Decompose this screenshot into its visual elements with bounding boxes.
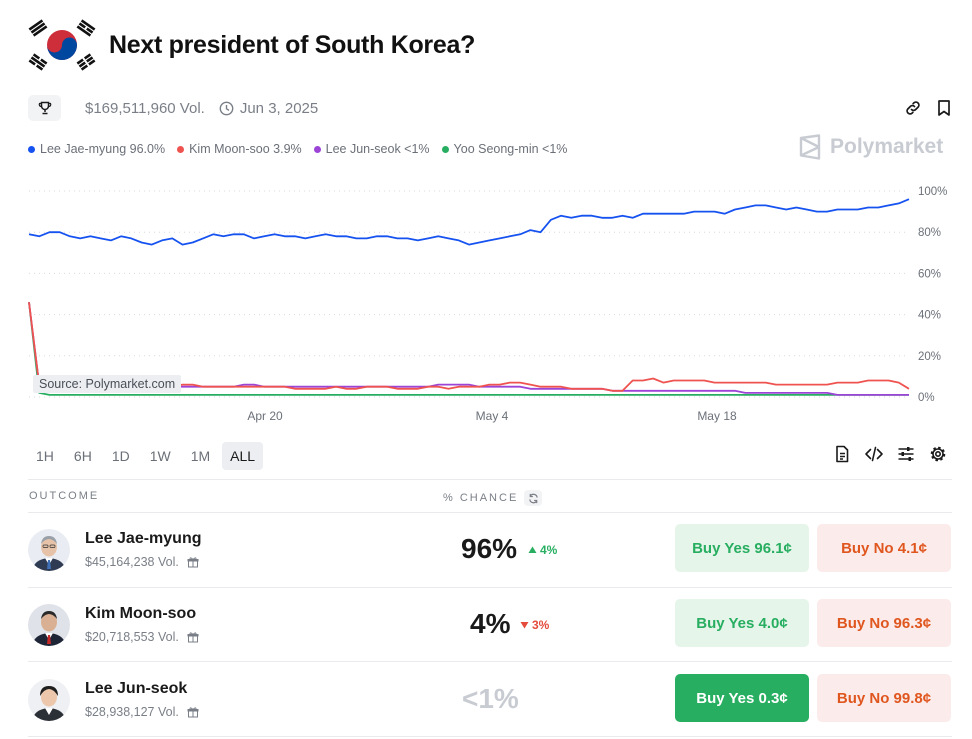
brand-name: Polymarket bbox=[830, 135, 944, 158]
refresh-icon bbox=[529, 493, 538, 503]
chance-header: % CHANCE bbox=[443, 490, 543, 506]
y-tick-label: 20% bbox=[918, 351, 941, 363]
buy-no-button[interactable]: Buy No 4.1¢ bbox=[817, 524, 951, 572]
chance-value: 96% bbox=[461, 533, 518, 564]
trophy-icon bbox=[38, 101, 51, 115]
y-tick-label: 100% bbox=[918, 186, 947, 198]
chance-header-label: % CHANCE bbox=[443, 492, 519, 504]
total-volume: $169,511,960 Vol. bbox=[85, 99, 205, 117]
buy-yes-button[interactable]: Buy Yes 0.3¢ bbox=[675, 674, 809, 722]
legend-dot bbox=[313, 145, 321, 153]
chance-value: 4% bbox=[470, 608, 511, 639]
chance-change: 4% bbox=[528, 543, 557, 557]
link-icon[interactable] bbox=[904, 99, 922, 117]
chance-change-value: 4% bbox=[540, 543, 558, 557]
chart-tools bbox=[832, 444, 948, 464]
legend-label: Lee Jae-myung 96.0% bbox=[40, 142, 166, 156]
y-tick-label: 80% bbox=[918, 227, 941, 239]
legend-item: Kim Moon-soo 3.9% bbox=[177, 142, 302, 156]
legend-label: Kim Moon-soo 3.9% bbox=[189, 142, 302, 156]
market-meta: $169,511,960 Vol. Jun 3, 2025 bbox=[28, 94, 952, 122]
refresh-button[interactable] bbox=[524, 490, 543, 506]
buy-yes-button[interactable]: Buy Yes 96.1¢ bbox=[675, 524, 809, 572]
candidate-volume-value: $45,164,238 Vol. bbox=[85, 555, 179, 569]
gift-icon[interactable] bbox=[187, 556, 199, 568]
candidate-volume-value: $20,718,553 Vol. bbox=[85, 630, 179, 644]
buy-no-button[interactable]: Buy No 99.8¢ bbox=[817, 674, 951, 722]
x-tick-label: Apr 20 bbox=[247, 409, 283, 423]
document-icon[interactable] bbox=[832, 444, 852, 464]
outcome-row[interactable]: Lee Jun-seok $28,938,127 Vol. <1% Buy Ye… bbox=[28, 662, 952, 737]
candidate-volume: $28,938,127 Vol. bbox=[85, 705, 199, 719]
legend-item: Lee Jae-myung 96.0% bbox=[28, 142, 165, 156]
arrow-down-icon bbox=[520, 622, 529, 629]
outcome-row[interactable]: Kim Moon-soo $20,718,553 Vol. 4% 3% Buy … bbox=[28, 587, 952, 662]
legend-dot bbox=[441, 145, 449, 153]
avatar bbox=[28, 604, 70, 646]
gear-icon[interactable] bbox=[928, 444, 948, 464]
divider bbox=[28, 736, 952, 737]
polymarket-watermark: Polymarket bbox=[798, 134, 943, 160]
time-range-selector: 1H 6H 1D 1W 1M ALL bbox=[28, 442, 264, 470]
chart-legend: Lee Jae-myung 96.0% Kim Moon-soo 3.9% Le… bbox=[28, 142, 567, 156]
x-tick-label: May 18 bbox=[697, 409, 737, 423]
arrow-up-icon bbox=[528, 546, 537, 553]
divider bbox=[28, 479, 952, 480]
candidate-name[interactable]: Kim Moon-soo bbox=[85, 605, 197, 622]
candidate-volume: $45,164,238 Vol. bbox=[85, 555, 199, 569]
divider bbox=[28, 587, 952, 588]
chance-change-value: 3% bbox=[532, 618, 550, 632]
series-line-lee-jae-myung bbox=[28, 198, 910, 246]
page-title: Next president of South Korea? bbox=[109, 30, 476, 59]
code-icon[interactable] bbox=[864, 444, 884, 464]
price-chart[interactable]: 100% 80% 60% 40% 20% 0% Apr 20 May 4 May 18 bbox=[0, 170, 972, 430]
legend-item: Lee Jun-seok <1% bbox=[313, 142, 430, 156]
candidate-volume-value: $28,938,127 Vol. bbox=[85, 705, 179, 719]
y-tick-label: 40% bbox=[918, 310, 941, 322]
candidate-name[interactable]: Lee Jun-seok bbox=[85, 680, 188, 697]
y-tick-label: 0% bbox=[918, 392, 935, 404]
y-tick-label: 60% bbox=[918, 268, 941, 280]
outcome-row[interactable]: Lee Jae-myung $45,164,238 Vol. 96% 4% Bu… bbox=[28, 512, 952, 587]
candidate-volume: $20,718,553 Vol. bbox=[85, 630, 199, 644]
chance-change: 3% bbox=[520, 618, 549, 632]
legend-dot bbox=[177, 145, 185, 153]
polymarket-logo-icon bbox=[799, 134, 821, 160]
series-line-yoo-seong-min bbox=[28, 302, 909, 396]
candidate-name[interactable]: Lee Jae-myung bbox=[85, 530, 202, 547]
gift-icon[interactable] bbox=[187, 631, 199, 643]
range-1d[interactable]: 1D bbox=[111, 448, 130, 464]
legend-label: Lee Jun-seok <1% bbox=[325, 142, 430, 156]
outcome-header: OUTCOME bbox=[29, 490, 100, 502]
x-tick-label: May 4 bbox=[476, 409, 509, 423]
divider bbox=[28, 512, 952, 513]
bookmark-icon[interactable] bbox=[936, 99, 952, 117]
range-all[interactable]: ALL bbox=[222, 442, 264, 470]
avatar bbox=[28, 679, 70, 721]
legend-label: Yoo Seong-min <1% bbox=[453, 142, 568, 156]
end-date: Jun 3, 2025 bbox=[219, 100, 318, 117]
market-header: Next president of South Korea? bbox=[28, 16, 475, 74]
range-1w[interactable]: 1W bbox=[149, 448, 171, 464]
avatar bbox=[28, 529, 70, 571]
legend-item: Yoo Seong-min <1% bbox=[441, 142, 568, 156]
korea-flag-icon bbox=[28, 16, 96, 74]
trophy-button[interactable] bbox=[28, 95, 61, 121]
end-date-label: Jun 3, 2025 bbox=[239, 99, 319, 117]
legend-dot bbox=[28, 145, 35, 153]
gift-icon[interactable] bbox=[187, 706, 199, 718]
buy-no-button[interactable]: Buy No 96.3¢ bbox=[817, 599, 951, 647]
clock-icon bbox=[219, 101, 234, 115]
range-1m[interactable]: 1M bbox=[190, 448, 211, 464]
divider bbox=[28, 661, 952, 662]
range-6h[interactable]: 6H bbox=[73, 448, 92, 464]
range-1h[interactable]: 1H bbox=[36, 448, 54, 464]
chart-source: Source: Polymarket.com bbox=[33, 375, 182, 393]
buy-yes-button[interactable]: Buy Yes 4.0¢ bbox=[675, 599, 809, 647]
chance-value: <1% bbox=[462, 683, 519, 714]
sliders-icon[interactable] bbox=[896, 444, 916, 464]
